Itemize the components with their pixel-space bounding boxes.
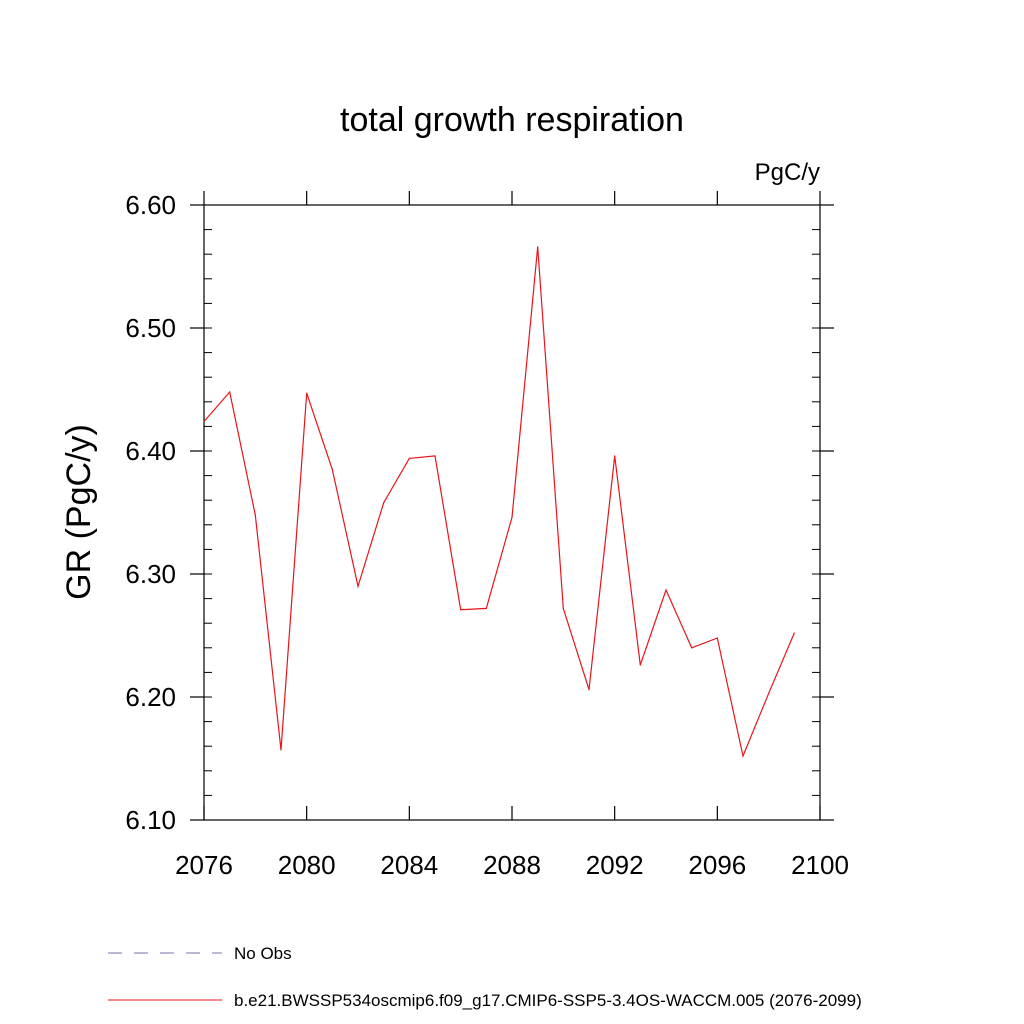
x-tick-label: 2080: [278, 850, 336, 880]
data-point: [639, 664, 641, 666]
data-point: [460, 609, 462, 611]
minor-ticks: [204, 204, 820, 821]
series-line-0: [203, 246, 795, 759]
y-tick-label: 6.20: [125, 682, 176, 712]
y-tick-label: 6.30: [125, 559, 176, 589]
data-point: [485, 607, 487, 610]
data-point: [716, 637, 718, 639]
x-tick-label: 2096: [688, 850, 746, 880]
data-point: [203, 420, 205, 423]
data-point: [588, 689, 590, 691]
x-tick-label: 2092: [586, 850, 644, 880]
data-point: [306, 392, 308, 394]
data-point: [691, 647, 693, 649]
data-point: [537, 246, 539, 248]
y-tick-label: 6.40: [125, 436, 176, 466]
data-point: [331, 468, 333, 471]
data-point: [229, 391, 231, 393]
y-tick-label: 6.50: [125, 313, 176, 343]
y-axis-label: GR (PgC/y): [60, 424, 98, 600]
data-point: [408, 457, 410, 459]
x-ticks: 2076 2080 2084 2088 2092 2096 2100: [175, 191, 849, 880]
y-tick-label: 6.60: [125, 190, 176, 220]
data-point: [511, 516, 513, 519]
data-point: [768, 692, 770, 694]
data-point: [357, 585, 359, 587]
data-point: [793, 632, 795, 634]
legend-label-model-run: b.e21.BWSSP534oscmip6.f09_g17.CMIP6-SSP5…: [234, 991, 862, 1010]
x-tick-label: 2076: [175, 850, 233, 880]
x-tick-label: 2084: [380, 850, 438, 880]
y-ticks: 6.10 6.20 6.30 6.40 6.50 6.60: [125, 190, 834, 835]
x-tick-label: 2088: [483, 850, 541, 880]
legend: No Obs b.e21.BWSSP534oscmip6.f09_g17.CMI…: [108, 944, 862, 1010]
data-point: [742, 755, 744, 757]
data-point: [562, 607, 564, 610]
legend-label-no-obs: No Obs: [234, 944, 292, 963]
units-label: PgC/y: [755, 159, 820, 186]
chart-title: total growth respiration: [340, 101, 684, 139]
data-point: [280, 749, 282, 751]
data-point: [665, 589, 667, 591]
data-point: [614, 455, 616, 457]
y-tick-label: 6.10: [125, 805, 176, 835]
x-tick-label: 2100: [791, 850, 849, 880]
data-point: [383, 502, 385, 504]
data-point: [434, 455, 436, 457]
data-point: [254, 514, 256, 516]
series-layer: [203, 246, 795, 759]
